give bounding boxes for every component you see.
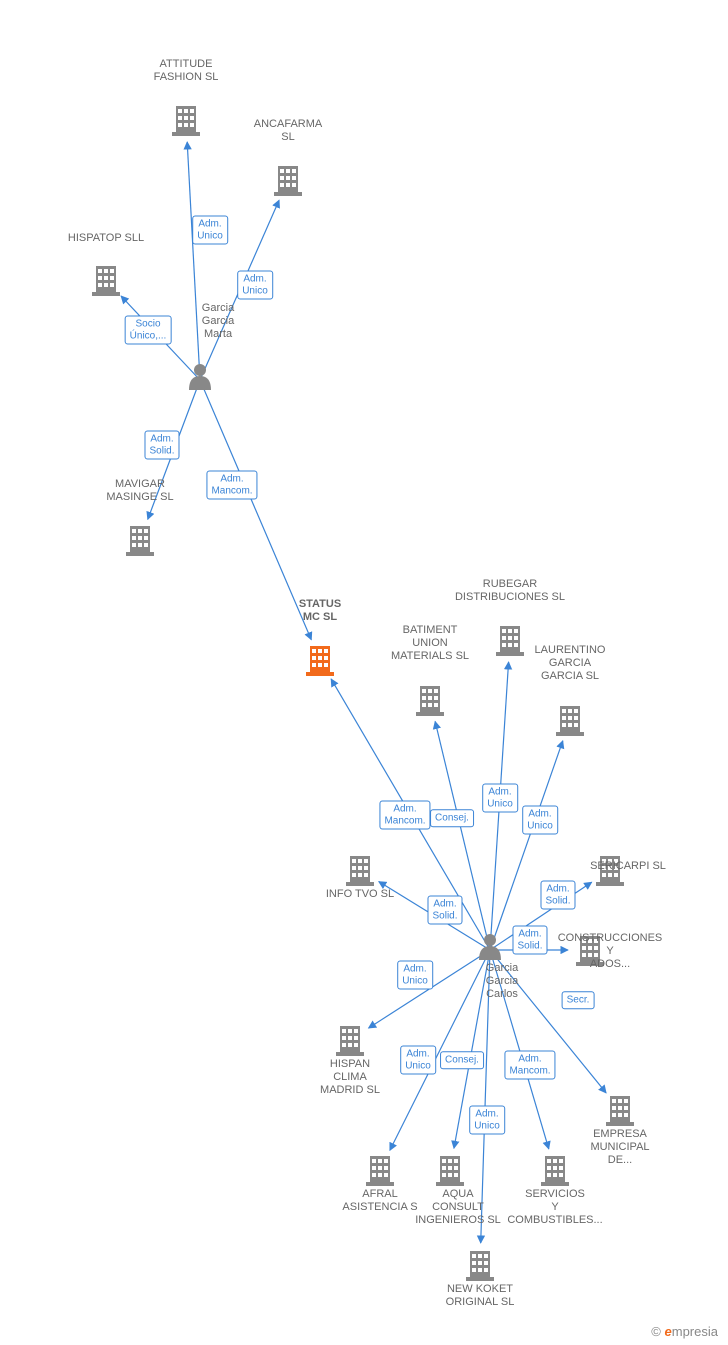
edge-label: Adm. Mancom. (379, 801, 430, 830)
edge-label: Adm. Solid. (144, 431, 179, 460)
node-label[interactable]: SERICARPI SL (590, 860, 666, 873)
node-label[interactable]: ATTITUDE FASHION SL (154, 58, 219, 84)
company-icon[interactable] (556, 706, 584, 736)
node-label[interactable]: MAVIGAR MASINGE SL (106, 478, 173, 504)
company-icon[interactable] (346, 856, 374, 886)
company-icon[interactable] (416, 686, 444, 716)
node-label[interactable]: CONSTRUCCIONES Y ADOS... (558, 932, 663, 972)
node-label[interactable]: Garcia Garcia Carlos (486, 962, 518, 1002)
edge-label: Adm. Mancom. (504, 1051, 555, 1080)
node-label[interactable]: AQUA CONSULT INGENIEROS SL (415, 1188, 501, 1228)
company-icon[interactable] (496, 626, 524, 656)
edge-label: Secr. (562, 991, 595, 1009)
edge-label: Adm. Unico (469, 1106, 505, 1135)
node-label[interactable]: AFRAL ASISTENCIA S (342, 1188, 417, 1214)
node-label[interactable]: RUBEGAR DISTRIBUCIONES SL (455, 578, 565, 604)
node-label[interactable]: ANCAFARMA SL (254, 118, 322, 144)
edge-label: Consej. (440, 1051, 484, 1069)
edge-label: Adm. Mancom. (206, 471, 257, 500)
node-label[interactable]: EMPRESA MUNICIPAL DE... (590, 1128, 649, 1168)
company-icon[interactable] (466, 1251, 494, 1281)
company-icon[interactable] (274, 166, 302, 196)
company-icon[interactable] (336, 1026, 364, 1056)
edge-label: Adm. Unico (400, 1046, 436, 1075)
edge-label: Adm. Unico (192, 216, 228, 245)
company-icon[interactable] (126, 526, 154, 556)
person-icon[interactable] (189, 364, 211, 390)
edge (187, 142, 200, 380)
company-icon[interactable] (306, 646, 334, 676)
edge-label: Socio Único,... (125, 316, 172, 345)
company-icon[interactable] (172, 106, 200, 136)
company-icon[interactable] (366, 1156, 394, 1186)
edge-label: Adm. Solid. (427, 896, 462, 925)
edge-label: Adm. Unico (522, 806, 558, 835)
edge (200, 380, 311, 640)
node-label[interactable]: LAURENTINO GARCIA GARCIA SL (535, 644, 606, 684)
node-label[interactable]: INFO TVO SL (326, 888, 394, 901)
node-label[interactable]: SERVICIOS Y COMBUSTIBLES... (507, 1188, 602, 1228)
edge-label: Adm. Solid. (540, 881, 575, 910)
company-icon[interactable] (92, 266, 120, 296)
company-icon[interactable] (436, 1156, 464, 1186)
node-label[interactable]: STATUS MC SL (299, 598, 341, 624)
edge-label: Adm. Solid. (512, 926, 547, 955)
edge-label: Consej. (430, 809, 474, 827)
node-label[interactable]: HISPAN CLIMA MADRID SL (320, 1058, 380, 1098)
node-label[interactable]: NEW KOKET ORIGINAL SL (446, 1283, 515, 1309)
node-label[interactable]: HISPATOP SLL (68, 232, 144, 245)
footer-copyright: © empresia (651, 1324, 718, 1339)
edge-label: Adm. Unico (482, 784, 518, 813)
company-icon[interactable] (541, 1156, 569, 1186)
node-label[interactable]: BATIMENT UNION MATERIALS SL (391, 624, 469, 664)
edge-label: Adm. Unico (397, 961, 433, 990)
edge-label: Adm. Unico (237, 271, 273, 300)
node-label[interactable]: Garcia Garcia Marta (202, 302, 234, 342)
company-icon[interactable] (606, 1096, 634, 1126)
